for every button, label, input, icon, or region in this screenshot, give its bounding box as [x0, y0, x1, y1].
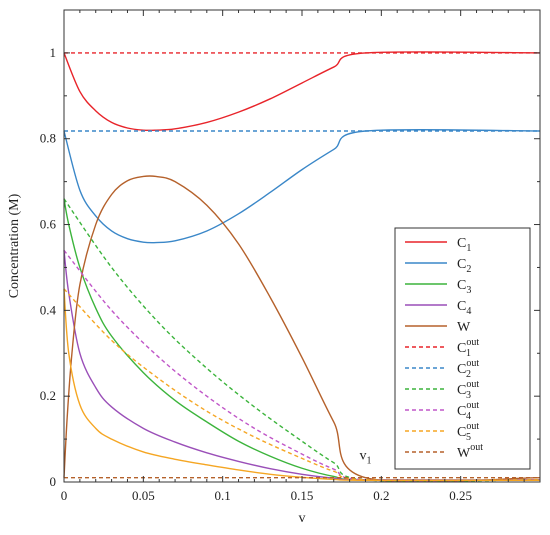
y-tick-label: 1 [50, 45, 57, 60]
series-c4-line [63, 250, 541, 481]
tick-layer: 0 0.05 0.1 0.15 0.2 0.25 0 0.2 0.4 0.6 0.8 1 [40, 9, 540, 503]
series-c2-line [63, 128, 541, 244]
series-w-line [63, 175, 541, 483]
legend-label-c3: C3 [457, 278, 471, 296]
x-tick-label: 0.15 [291, 488, 314, 503]
legend-label-c1: C1 [457, 236, 471, 254]
y-tick-label: 0 [50, 474, 57, 489]
legend-label-c2out: Cout 2 [457, 358, 479, 380]
x-tick-label: 0.2 [373, 488, 389, 503]
x-tick-label: 0 [61, 488, 68, 503]
legend-label-w: W [457, 320, 471, 335]
y-axis-label: Concentration (M) [7, 193, 22, 298]
legend-label-c4out: Cout 4 [457, 400, 479, 422]
x-tick-label: 0.05 [132, 488, 155, 503]
series-c5-line [63, 288, 541, 482]
y-tick-label: 0.4 [40, 302, 57, 317]
series-layer [63, 51, 541, 483]
series-c3out-line [63, 198, 541, 482]
series-c4out-line [63, 249, 541, 482]
x-tick-label: 0.1 [215, 488, 231, 503]
legend-box [394, 227, 531, 470]
y-tick-label: 0.2 [40, 388, 56, 403]
series-c1-line [63, 51, 541, 132]
legend-label-c3out: Cout 3 [457, 379, 479, 401]
legend-label-c5out: Cout 5 [457, 421, 479, 443]
legend-label-c2: C2 [457, 257, 471, 275]
legend-label-wout: Wout [457, 442, 483, 461]
annotation-layer: v1 [359, 449, 371, 467]
y-tick-label: 0.6 [40, 217, 57, 232]
legend-label-c1out: Cout 1 [457, 337, 479, 359]
y-tick-label: 0.8 [40, 131, 56, 146]
legend-label-c4: C4 [457, 299, 471, 317]
v1-annotation: v1 [359, 449, 371, 467]
x-tick-label: 0.25 [449, 488, 472, 503]
x-axis-label: v [299, 511, 306, 526]
